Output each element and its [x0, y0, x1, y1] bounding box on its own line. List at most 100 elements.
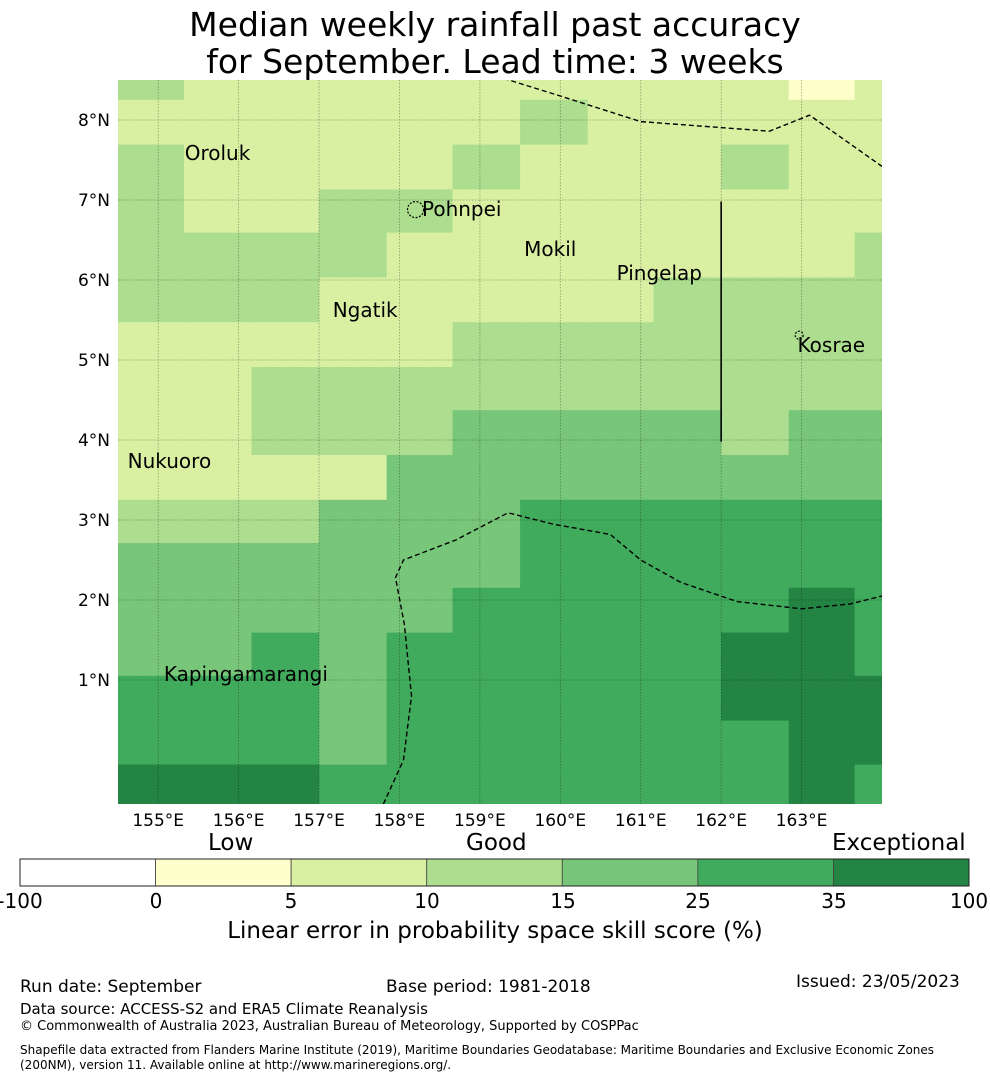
colorbar	[19, 858, 970, 887]
colorbar-swatch	[19, 858, 156, 887]
place-labels: Oroluk Pohnpei Mokil Pingelap Ngatik Kosrae Nu…	[128, 141, 865, 686]
grid-cell	[653, 409, 722, 455]
place-label: Nukuoro	[128, 449, 212, 473]
grid-cell	[587, 632, 655, 676]
grid-cell	[653, 144, 722, 190]
grid-cell	[183, 144, 253, 190]
grid-cell	[520, 188, 589, 233]
grid-cell	[520, 321, 589, 367]
grid-cell	[854, 80, 882, 100]
place-label: Oroluk	[185, 141, 251, 165]
grid-cell	[386, 675, 454, 721]
grid-cell	[183, 366, 253, 411]
grid-cell	[251, 499, 320, 543]
grid-cell	[118, 276, 185, 323]
grid-cell	[520, 675, 589, 721]
grid-cell	[386, 720, 454, 765]
grid-cell	[520, 80, 589, 100]
grid-cell	[653, 321, 722, 367]
grid-cell	[183, 764, 253, 804]
grid-cell	[319, 99, 388, 145]
grid-cell	[721, 632, 790, 676]
longitude-tick-label: 161°E	[615, 811, 667, 831]
grid-cell	[587, 409, 655, 455]
longitude-tick-label: 156°E	[213, 811, 265, 831]
title-line-1: Median weekly rainfall past accuracy	[189, 5, 801, 44]
grid-cell	[788, 675, 856, 721]
grid-cell	[452, 632, 521, 676]
grid-cell	[520, 366, 589, 411]
colorbar-tick: 25	[685, 889, 711, 913]
grid-cell	[854, 188, 882, 233]
colorbar-swatch	[833, 858, 970, 887]
grid-cell	[788, 80, 856, 100]
grid-cell	[788, 144, 856, 190]
grid-cell	[854, 764, 882, 804]
grid-cell	[587, 720, 655, 765]
grid-cell	[721, 321, 790, 367]
grid-cell	[520, 720, 589, 765]
grid-cell	[653, 232, 722, 278]
grid-cell	[721, 454, 790, 500]
grid-cell	[854, 499, 882, 543]
grid-cell	[653, 276, 722, 323]
grid-cell	[319, 188, 388, 233]
grid-cell	[118, 720, 185, 765]
grid-cell	[251, 80, 320, 100]
grid-cell	[854, 720, 882, 765]
grid-cell	[721, 542, 790, 588]
grid-cell	[118, 321, 185, 367]
grid-cell	[183, 321, 253, 367]
grid-cell	[452, 720, 521, 765]
grid-cell	[452, 764, 521, 804]
grid-cell	[386, 454, 454, 500]
grid-cell	[587, 276, 655, 323]
title-line-2: for September. Lead time: 3 weeks	[206, 42, 784, 81]
latitude-tick-label: 6°N	[78, 271, 110, 291]
grid-cell	[319, 80, 388, 100]
grid-cell	[386, 99, 454, 145]
grid-cell	[118, 454, 185, 500]
grid-cell	[251, 675, 320, 721]
eez-boundary	[506, 80, 882, 167]
grid-cell	[788, 276, 856, 323]
grid-cell	[452, 454, 521, 500]
longitude-tick-label: 159°E	[454, 811, 506, 831]
colorbar-swatch	[155, 858, 292, 887]
grid-cell	[452, 188, 521, 233]
grid-cell	[587, 80, 655, 100]
grid-cell	[587, 454, 655, 500]
grid-cell	[251, 188, 320, 233]
grid-cell	[653, 80, 722, 100]
grid-cell	[251, 321, 320, 367]
grid-cell	[183, 188, 253, 233]
grid-cell	[319, 366, 388, 411]
grid-cell	[452, 232, 521, 278]
colorbar-category-exceptional: Exceptional	[832, 830, 966, 856]
grid-cell	[653, 366, 722, 411]
grid-cell	[788, 232, 856, 278]
grid-cell	[452, 276, 521, 323]
grid-cell	[183, 80, 253, 100]
grid-cell	[183, 276, 253, 323]
grid-cell	[183, 675, 253, 721]
grid-cell	[386, 232, 454, 278]
grid-cell	[788, 366, 856, 411]
grid-cell	[118, 675, 185, 721]
grid-cell	[854, 454, 882, 500]
grid-cell	[118, 587, 185, 633]
grid-cell	[319, 764, 388, 804]
grid-cell	[183, 632, 253, 676]
grid-cell	[520, 542, 589, 588]
grid-cell	[183, 587, 253, 633]
grid-cell	[251, 587, 320, 633]
grid-cell	[386, 542, 454, 588]
skill-map: Oroluk Pohnpei Mokil Pingelap Ngatik Kosrae Nu…	[78, 80, 882, 831]
run-date: Run date: September	[20, 977, 202, 997]
place-label: Mokil	[524, 237, 576, 261]
grid-cell	[118, 409, 185, 455]
grid-cell	[520, 587, 589, 633]
grid-cell	[653, 188, 722, 233]
colorbar-swatch	[697, 858, 834, 887]
grid-cell	[452, 587, 521, 633]
